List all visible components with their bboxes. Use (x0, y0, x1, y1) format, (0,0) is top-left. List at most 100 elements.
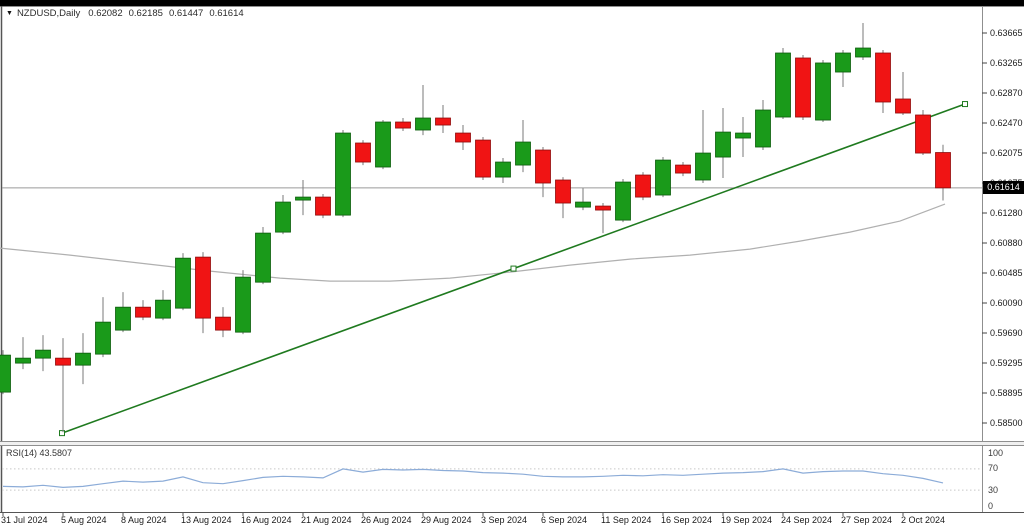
symbol-timeframe-label: NZDUSD,Daily (16, 8, 81, 19)
candle-body (775, 52, 791, 118)
svg-text:0.62075: 0.62075 (990, 148, 1023, 158)
svg-text:6 Sep 2024: 6 Sep 2024 (541, 515, 587, 525)
panel-borders (0, 6, 1024, 513)
candle-body (515, 141, 531, 166)
candle-body (555, 179, 571, 204)
candle-body (15, 357, 31, 364)
candle-body (935, 152, 951, 189)
rsi-layer (2, 468, 982, 491)
svg-text:0.62470: 0.62470 (990, 118, 1023, 128)
candle-body (855, 47, 871, 58)
ma-line (0, 203, 946, 282)
candle-body (35, 349, 51, 359)
ohlc-close: 0.61614 (209, 8, 244, 19)
time-axis[interactable]: 31 Jul 2024 5 Aug 2024 8 Aug 2024 13 Aug 20… (1, 512, 945, 525)
svg-text:24 Sep 2024: 24 Sep 2024 (781, 515, 832, 525)
ohlc-high: 0.62185 (128, 8, 163, 19)
rsi-curve (2, 468, 944, 489)
candle-body (475, 139, 491, 178)
candle-body (675, 164, 691, 174)
svg-text:8 Aug 2024: 8 Aug 2024 (121, 515, 167, 525)
candle-body (595, 205, 611, 211)
svg-text:5 Aug 2024: 5 Aug 2024 (61, 515, 107, 525)
candle-body (495, 161, 511, 178)
candle-body (615, 181, 631, 221)
window-top-border (0, 0, 1024, 6)
candles-layer (0, 22, 951, 433)
current-price-badge: 0.61614 (983, 181, 1024, 194)
svg-text:0.58500: 0.58500 (990, 418, 1023, 428)
candle-body (295, 196, 311, 201)
svg-text:0.58895: 0.58895 (990, 388, 1023, 398)
candle-body (215, 316, 231, 331)
svg-text:0.61280: 0.61280 (990, 208, 1023, 218)
svg-text:2 Oct 2024: 2 Oct 2024 (901, 515, 945, 525)
svg-text:13 Aug 2024: 13 Aug 2024 (181, 515, 232, 525)
svg-text:100: 100 (988, 448, 1003, 458)
candle-body (655, 159, 671, 196)
trendline-anchor-handle[interactable] (962, 101, 968, 108)
svg-text:0.63665: 0.63665 (990, 28, 1023, 38)
candle-body (575, 201, 591, 208)
candle-body (135, 306, 151, 318)
candle-body (255, 232, 271, 283)
candle-body (535, 149, 551, 184)
candle-body (75, 352, 91, 366)
svg-text:26 Aug 2024: 26 Aug 2024 (361, 515, 412, 525)
svg-text:30: 30 (988, 485, 998, 495)
symbol-dropdown-icon[interactable]: ▼ (6, 10, 13, 17)
candle-body (355, 142, 371, 163)
rsi-indicator-label: RSI(14) 43.5807 (6, 448, 73, 458)
candle-body (875, 52, 891, 103)
candle-body (915, 114, 931, 154)
candle-body (635, 174, 651, 198)
svg-text:27 Sep 2024: 27 Sep 2024 (841, 515, 892, 525)
candle-body (95, 321, 111, 355)
chart-title-row: ▼ NZDUSD,Daily 0.62082 0.62185 0.61447 0.6161… (6, 8, 250, 20)
svg-text:0.62870: 0.62870 (990, 88, 1023, 98)
candle-body (395, 121, 411, 129)
trendline-anchor-handle[interactable] (59, 430, 65, 437)
price-axis[interactable]: 0.63665 0.63265 0.62870 0.62470 0.62075 0.616… (982, 28, 1023, 428)
trendline[interactable] (59, 101, 968, 437)
svg-text:21 Aug 2024: 21 Aug 2024 (301, 515, 352, 525)
svg-text:29 Aug 2024: 29 Aug 2024 (421, 515, 472, 525)
candle-body (795, 57, 811, 118)
candle-body (55, 357, 71, 366)
svg-text:0.60485: 0.60485 (990, 268, 1023, 278)
candle-body (175, 257, 191, 309)
svg-text:0.59690: 0.59690 (990, 328, 1023, 338)
svg-text:16 Sep 2024: 16 Sep 2024 (661, 515, 712, 525)
candle-body (275, 201, 291, 233)
candle-body (715, 131, 731, 158)
candle-body (735, 132, 751, 139)
svg-text:0.63265: 0.63265 (990, 58, 1023, 68)
candle-body (0, 354, 11, 393)
candle-body (335, 132, 351, 216)
svg-text:31 Jul 2024: 31 Jul 2024 (1, 515, 48, 525)
svg-text:19 Sep 2024: 19 Sep 2024 (721, 515, 772, 525)
svg-text:0.60880: 0.60880 (990, 238, 1023, 248)
candle-body (375, 121, 391, 168)
candle-body (115, 306, 131, 331)
svg-text:70: 70 (988, 463, 998, 473)
ohlc-low: 0.61447 (168, 8, 204, 19)
candle-body (155, 299, 171, 319)
rsi-scale[interactable]: 100 70 30 0 (988, 448, 1003, 511)
trendline-anchor-handle[interactable] (510, 265, 517, 272)
candle-body (315, 196, 331, 216)
candle-body (695, 152, 711, 181)
svg-text:3 Sep 2024: 3 Sep 2024 (481, 515, 527, 525)
candle-body (815, 62, 831, 121)
candle-body (195, 256, 211, 319)
candle-body (835, 52, 851, 73)
svg-text:11 Sep 2024: 11 Sep 2024 (601, 515, 651, 525)
svg-text:0.59295: 0.59295 (990, 358, 1023, 368)
candle-body (435, 117, 451, 126)
candle-body (235, 276, 251, 333)
candle-body (415, 117, 431, 131)
candle-body (755, 109, 771, 148)
ohlc-open: 0.62082 (88, 8, 123, 19)
